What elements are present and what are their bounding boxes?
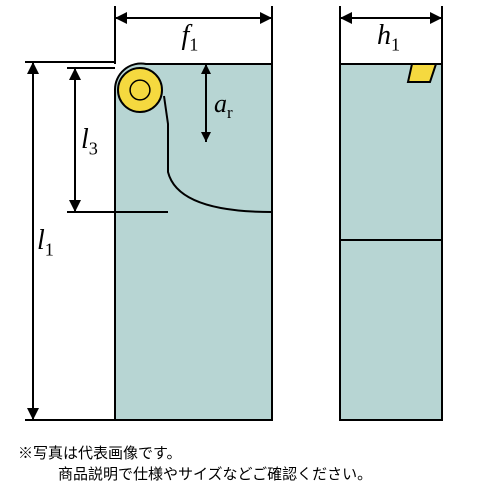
label-l1-sub: 1	[45, 240, 54, 260]
footer-note: ※写真は代表画像です。 商品説明で仕様やサイズなどご確認ください。	[18, 442, 372, 484]
label-l3-sub: 3	[89, 139, 98, 159]
diagram-canvas: { "colors": { "body_fill": "#b7d5d3", "i…	[0, 0, 500, 500]
label-l1: l1	[37, 225, 54, 261]
footer-line2: 商品説明で仕様やサイズなどご確認ください。	[58, 463, 372, 484]
footer-line1: ※写真は代表画像です。	[18, 442, 372, 463]
label-ar-var: a	[214, 89, 227, 118]
label-h1-sub: 1	[391, 35, 400, 55]
label-l3-var: l	[81, 124, 89, 155]
technical-drawing	[0, 0, 500, 500]
label-h1-var: h	[377, 20, 391, 51]
label-ar: ar	[214, 89, 233, 123]
label-f1-sub: 1	[189, 35, 198, 55]
right-view	[340, 6, 442, 420]
label-l1-var: l	[37, 225, 45, 256]
label-h1: h1	[377, 20, 400, 56]
label-l3: l3	[81, 124, 98, 160]
label-f1: f1	[182, 20, 199, 56]
label-ar-sub: r	[227, 103, 233, 122]
left-view	[25, 6, 272, 420]
